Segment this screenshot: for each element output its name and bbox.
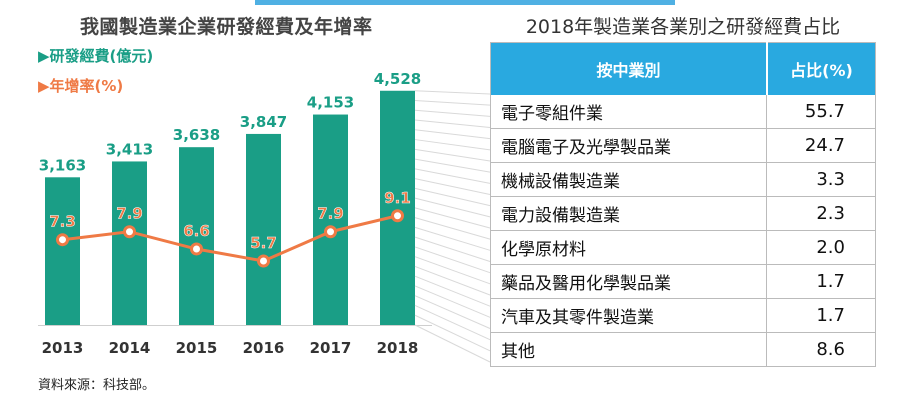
rd-chart-panel: 我國製造業企業研發經費及年增率 ▶研發經費(億元) ▶年增率(%) 資料來源：科… bbox=[38, 16, 373, 393]
growth-point bbox=[190, 242, 203, 256]
row-industry: 其他 bbox=[490, 332, 768, 367]
connector-line bbox=[414, 158, 491, 173]
row-share: 55.7 bbox=[766, 95, 876, 129]
x-tick-label: 2014 bbox=[109, 339, 151, 357]
growth-value-label: 7.3 bbox=[49, 213, 76, 231]
connector-line bbox=[414, 314, 491, 352]
growth-value-label: 5.7 bbox=[250, 234, 277, 252]
connector-line bbox=[414, 246, 491, 274]
chart-title: 我國製造業企業研發經費及年增率 bbox=[80, 16, 373, 38]
growth-value-label: 7.9 bbox=[116, 205, 143, 223]
bar-value-label: 3,413 bbox=[106, 140, 153, 158]
row-industry: 汽車及其零件製造業 bbox=[490, 298, 768, 333]
table-row: 電力設備製造業 2.3 bbox=[490, 196, 876, 231]
x-tick-label: 2018 bbox=[377, 339, 419, 357]
table-row: 藥品及醫用化學製品業 1.7 bbox=[490, 264, 876, 299]
connector-line bbox=[414, 305, 491, 341]
x-tick-label: 2017 bbox=[310, 339, 352, 357]
top-accent-bar bbox=[255, 0, 675, 5]
connector-line bbox=[414, 285, 491, 318]
growth-line bbox=[62, 214, 398, 263]
connector-line bbox=[414, 100, 491, 106]
header-industry: 按中業別 bbox=[490, 42, 768, 95]
table-title: 2018年製造業各業別之研發經費占比 bbox=[525, 16, 841, 38]
row-industry: 藥品及醫用化學製品業 bbox=[490, 264, 768, 299]
row-share: 8.6 bbox=[766, 332, 876, 367]
bar-value-label: 4,528 bbox=[374, 70, 421, 88]
bar bbox=[112, 161, 147, 325]
bar bbox=[380, 90, 415, 326]
connector-line bbox=[414, 178, 491, 195]
growth-value-label: 7.9 bbox=[317, 205, 344, 223]
connector-line bbox=[414, 295, 491, 329]
row-industry: 電子零組件業 bbox=[490, 95, 768, 129]
growth-point bbox=[56, 233, 69, 247]
connector-line bbox=[414, 236, 491, 262]
table-row: 其他 8.6 bbox=[490, 332, 876, 367]
connector-line bbox=[414, 90, 491, 95]
connector-line bbox=[414, 119, 491, 128]
connector-line bbox=[414, 275, 491, 307]
x-tick-label: 2013 bbox=[42, 339, 84, 357]
row-industry: 電腦電子及光學製品業 bbox=[490, 128, 768, 163]
growth-point bbox=[123, 225, 136, 239]
bar-value-label: 3,163 bbox=[39, 156, 86, 174]
connector-line bbox=[414, 187, 491, 207]
bar-value-label: 3,638 bbox=[173, 126, 220, 144]
legend-rd-expenditure: ▶研發經費(億元) bbox=[38, 47, 154, 65]
growth-point bbox=[324, 225, 337, 239]
x-tick-label: 2016 bbox=[243, 339, 285, 357]
bar bbox=[313, 114, 348, 325]
growth-point bbox=[257, 254, 270, 268]
table-row: 汽車及其零件製造業 1.7 bbox=[490, 298, 876, 333]
row-share: 2.0 bbox=[766, 230, 876, 265]
row-industry: 化學原材料 bbox=[490, 230, 768, 265]
industry-share-table: 按中業別 占比(%) 電子零組件業 55.7 電腦電子及光學製品業 24.7 機械設備製… bbox=[490, 42, 876, 367]
bar bbox=[179, 147, 214, 325]
connector-line bbox=[414, 217, 491, 240]
row-share: 3.3 bbox=[766, 162, 876, 197]
connector-line bbox=[414, 148, 491, 162]
share-table-panel: 2018年製造業各業別之研發經費占比 按中業別 占比(%) 電子零組件業 55.7… bbox=[488, 0, 900, 404]
connector-line bbox=[414, 256, 491, 285]
growth-point bbox=[391, 209, 404, 223]
row-share: 1.7 bbox=[766, 298, 876, 333]
connector-line bbox=[414, 129, 491, 140]
x-tick-label: 2015 bbox=[176, 339, 218, 357]
legend-growth-rate: ▶年增率(%) bbox=[38, 77, 124, 95]
row-industry: 電力設備製造業 bbox=[490, 196, 768, 231]
bar bbox=[246, 133, 281, 325]
header-share: 占比(%) bbox=[766, 42, 876, 95]
table-header-row: 按中業別 占比(%) bbox=[490, 42, 876, 95]
connector-line bbox=[414, 226, 491, 251]
row-share: 24.7 bbox=[766, 128, 876, 163]
table-row: 電腦電子及光學製品業 24.7 bbox=[490, 128, 876, 163]
connector-line bbox=[414, 324, 491, 363]
row-share: 1.7 bbox=[766, 264, 876, 299]
bar bbox=[45, 177, 80, 325]
connector-line bbox=[414, 197, 491, 218]
connector-line bbox=[414, 109, 491, 117]
table-row: 機械設備製造業 3.3 bbox=[490, 162, 876, 197]
table-row: 電子零組件業 55.7 bbox=[490, 95, 876, 129]
row-industry: 機械設備製造業 bbox=[490, 162, 768, 197]
connector-line bbox=[414, 139, 491, 151]
source-note: 資料來源：科技部。 bbox=[38, 378, 156, 393]
growth-value-label: 6.6 bbox=[183, 222, 210, 240]
connector-line bbox=[414, 265, 491, 296]
growth-value-label: 9.1 bbox=[384, 189, 411, 207]
row-share: 2.3 bbox=[766, 196, 876, 231]
bar-value-label: 3,847 bbox=[240, 113, 287, 131]
connector-line bbox=[414, 207, 491, 229]
table-row: 化學原材料 2.0 bbox=[490, 230, 876, 265]
connector-line bbox=[414, 168, 491, 184]
bar-value-label: 4,153 bbox=[307, 94, 354, 112]
